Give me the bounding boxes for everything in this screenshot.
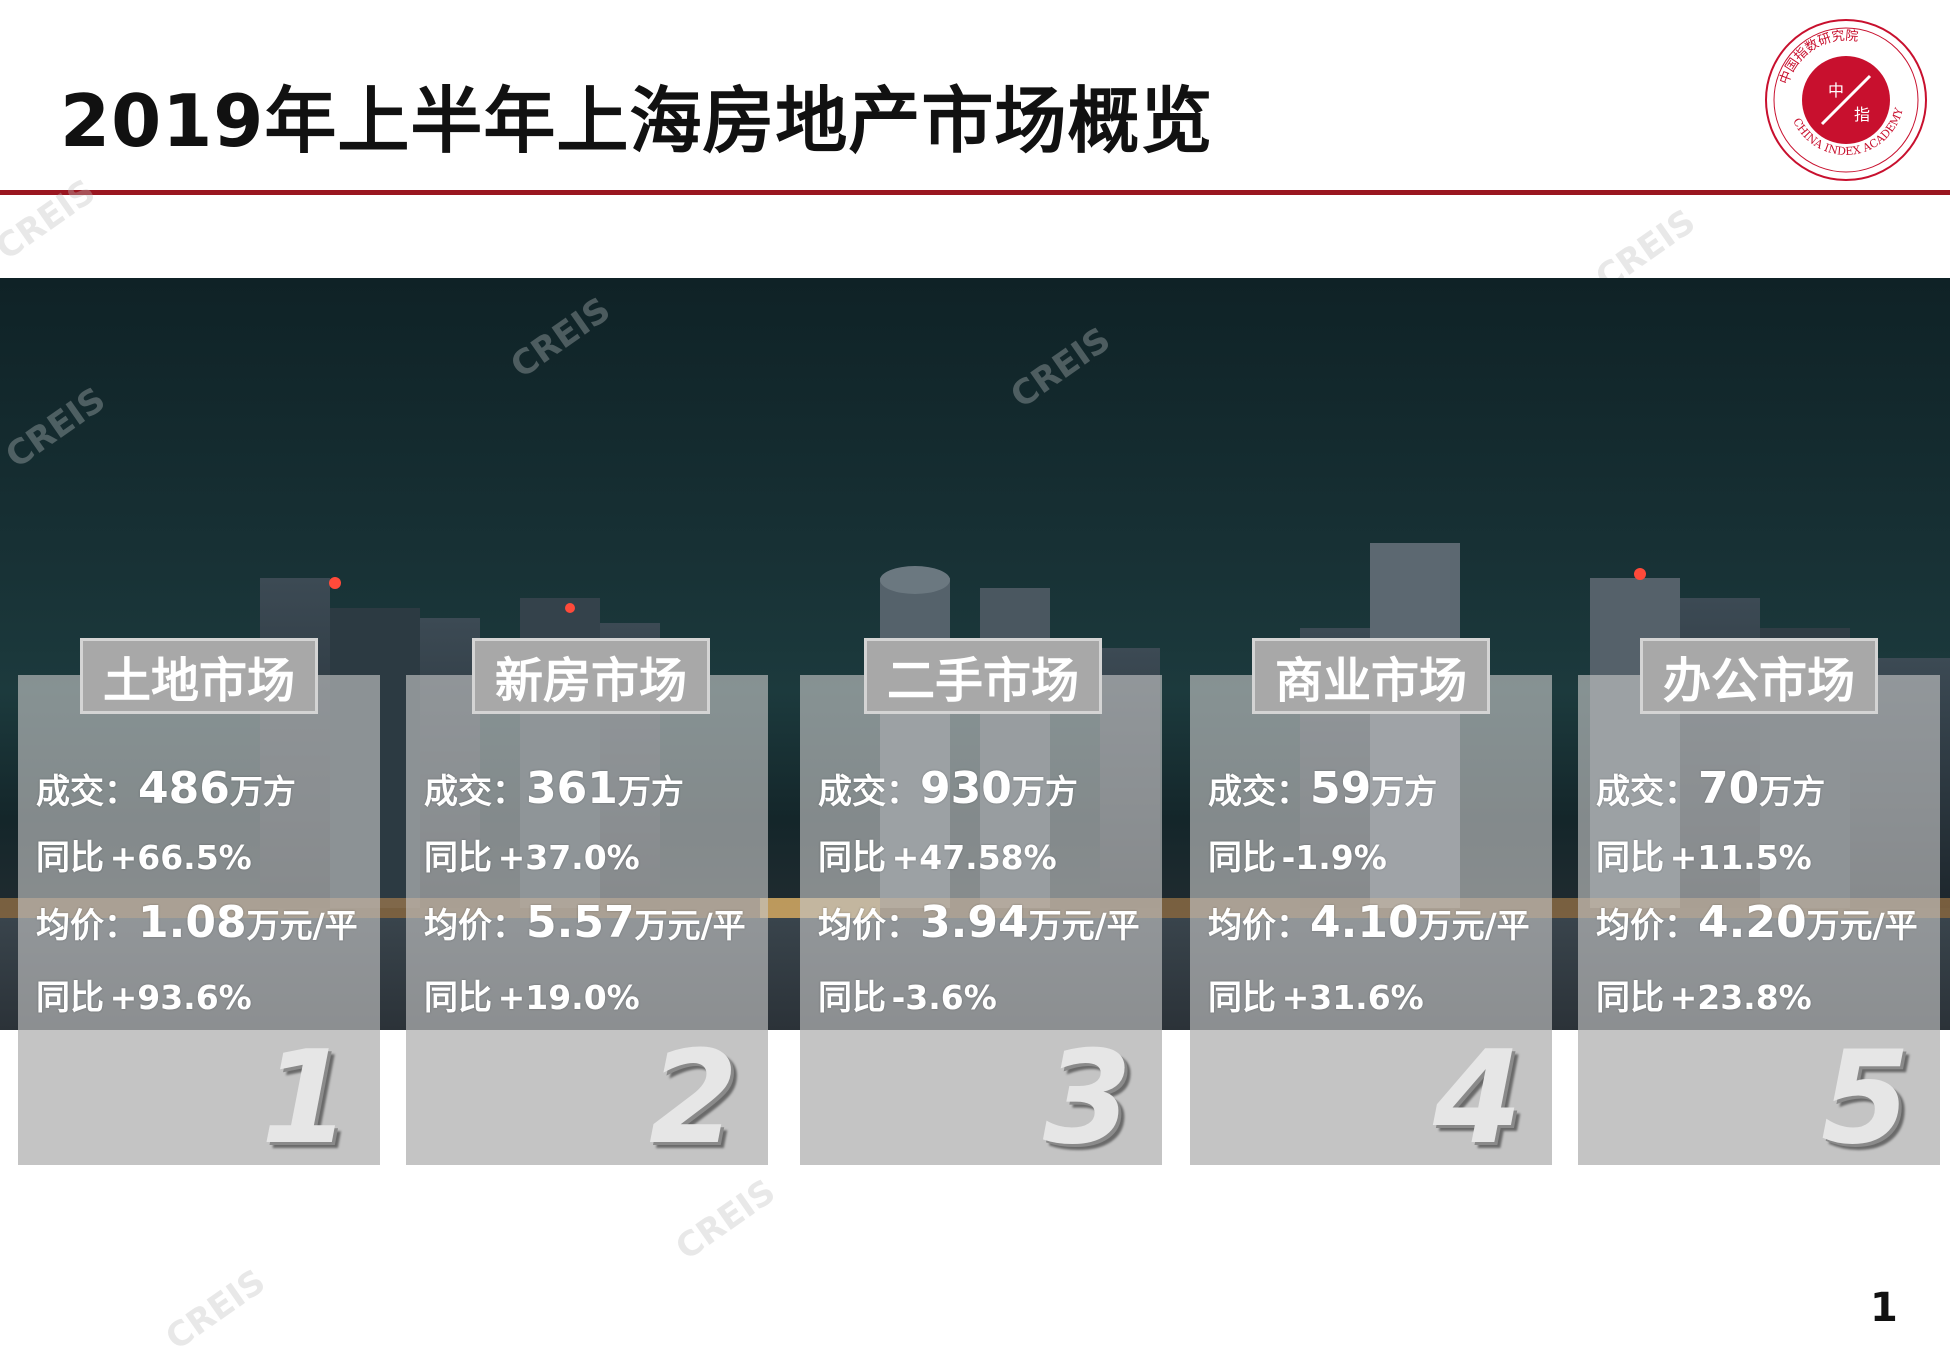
seal-icon: 中 指 中国指数研究院 CHINA INDEX ACADEMY [1765,19,1927,181]
market-card-land: 成交：486万方 同比 +66.5% 均价：1.08万元/平 同比 +93.6% [18,675,380,1030]
market-tab-office: 办公市场 [1640,638,1878,714]
title-divider [0,190,1950,195]
market-number: 5 [1820,1024,1910,1173]
price-yoy: -3.6% [891,978,997,1017]
price-value: 4.10 [1310,897,1419,948]
market-number-panel: 5 [1578,1030,1940,1165]
market-tab-resale: 二手市场 [864,638,1102,714]
price-yoy: +31.6% [1281,978,1424,1017]
deal-value: 930 [920,763,1012,814]
price-value: 5.57 [526,897,635,948]
market-tab-commercial: 商业市场 [1252,638,1490,714]
svg-text:中: 中 [1828,81,1844,100]
deal-yoy: +37.0% [497,838,640,877]
price-yoy: +19.0% [497,978,640,1017]
market-number-panel: 1 [18,1030,380,1165]
price-value: 1.08 [138,897,247,948]
page-number: 1 [1870,1285,1898,1331]
price-value: 3.94 [920,897,1029,948]
china-index-academy-logo: 中 指 中国指数研究院 CHINA INDEX ACADEMY [1762,16,1930,184]
deal-value: 486 [138,763,230,814]
price-yoy: +23.8% [1669,978,1812,1017]
market-card-new-homes: 成交：361万方 同比 +37.0% 均价：5.57万元/平 同比 +19.0% [406,675,768,1030]
market-number-panel: 4 [1190,1030,1552,1165]
market-number-panel: 3 [800,1030,1162,1165]
watermark: CREIS [668,1171,783,1269]
deal-yoy: +47.58% [891,838,1057,877]
price-value: 4.20 [1698,897,1807,948]
market-card-office: 成交：70万方 同比 +11.5% 均价：4.20万元/平 同比 +23.8% [1578,675,1940,1030]
watermark: CREIS [158,1261,273,1358]
svg-text:指: 指 [1854,105,1870,124]
page-title: 2019年上半年上海房地产市场概览 [60,79,1214,163]
market-number: 4 [1432,1024,1522,1173]
price-yoy: +93.6% [109,978,252,1017]
market-number-panel: 2 [406,1030,768,1165]
market-tab-land: 土地市场 [80,638,318,714]
market-tab-new-homes: 新房市场 [472,638,710,714]
deal-value: 361 [526,763,618,814]
deal-yoy: -1.9% [1281,838,1387,877]
market-number: 2 [648,1024,738,1173]
deal-value: 59 [1310,763,1372,814]
deal-value: 70 [1698,763,1760,814]
watermark: CREIS [0,171,103,269]
deal-yoy: +66.5% [109,838,252,877]
market-card-commercial: 成交：59万方 同比 -1.9% 均价：4.10万元/平 同比 +31.6% [1190,675,1552,1030]
market-card-resale: 成交：930万方 同比 +47.58% 均价：3.94万元/平 同比 -3.6% [800,675,1162,1030]
deal-yoy: +11.5% [1669,838,1812,877]
market-number: 3 [1042,1024,1132,1173]
market-number: 1 [260,1024,350,1173]
